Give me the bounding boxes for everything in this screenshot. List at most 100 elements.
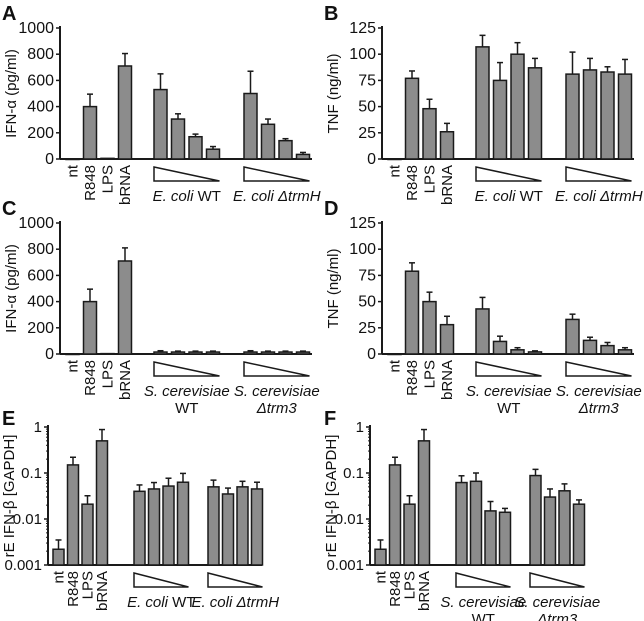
group-label-italic: E. coli [475,188,517,205]
y-tick-label: 1 [34,419,42,436]
bar [278,351,293,355]
y-tick-label: 0.1 [343,465,364,482]
panel-C: C 0 200 400 600 800 1000 IFN-α (pg/ml) nt R848 LPS… [2,198,320,417]
group-label-italic: E. coli ΔtrmH [233,188,321,205]
y-tick-label: 25 [358,125,376,142]
y-tick-label: 125 [349,215,376,232]
bar [100,352,115,355]
x-tick-label: nt [65,164,82,177]
group-label: E. coli ΔtrmH [191,594,279,611]
group-label-line2: Δtrm3 [536,611,578,621]
bar [260,351,276,355]
y-tick-label: 75 [358,72,376,89]
x-tick-label: bRNA [94,571,111,611]
group-label-line2: WT [472,611,495,621]
bar [475,308,490,355]
dose-triangle [565,361,632,377]
x-tick-label: bRNA [416,571,433,611]
group-label: E. coli ΔtrmH [555,188,643,205]
bar [162,485,175,566]
bar [617,349,633,355]
bar [565,73,580,160]
x-tick-label: R848 [404,165,421,201]
x-tick-label: LPS [422,165,439,193]
bar [484,510,497,566]
bar [582,69,598,160]
y-axis-label: TNF (ng/ml) [325,54,342,134]
bar [153,88,168,160]
y-axis-label: rE IFN-β [GAPDH] [323,435,340,558]
bar [250,488,264,566]
bar [95,440,109,566]
dose-triangle [133,572,189,588]
dose-triangle [243,361,310,377]
bar [417,440,431,566]
group-label: E. coli WT [153,188,221,205]
dose-triangle [455,572,511,588]
panel-label: A [2,3,16,25]
panel-E: E 0.001 0.01 0.1 1 rE IFN-β [GAPDH] ntR848LPSb… [1,408,279,611]
y-tick-label: 1000 [18,215,54,232]
x-tick-label: R848 [404,360,421,396]
bar [510,349,525,355]
y-tick-label: 800 [27,46,54,63]
y-tick-label: 50 [358,294,376,311]
x-tick-label: bRNA [117,360,134,400]
y-tick-label: 25 [358,320,376,337]
bar [439,323,455,355]
group-label-italic: S. cerevisiae [234,383,320,400]
bar [65,158,80,161]
bar [404,77,420,160]
panel-label: E [2,408,15,430]
bar [243,351,258,355]
x-tick-label: nt [387,164,404,177]
bar [243,92,258,160]
y-tick-label: 600 [27,267,54,284]
bar [82,300,98,355]
dose-triangle [207,572,263,588]
group-label-italic: E. coli ΔtrmH [555,188,643,205]
x-tick-label: nt [373,570,390,583]
y-tick-label: 0 [367,346,376,363]
group-label: S. cerevisiae [440,594,526,611]
bar [205,351,221,355]
y-tick-label: 100 [349,46,376,63]
y-tick-label: 125 [349,20,376,37]
dose-triangle [475,166,542,182]
bar [543,496,557,566]
y-axis-label: TNF (ng/ml) [325,249,342,329]
bar [52,548,65,566]
x-tick-label: LPS [80,571,97,599]
bar [529,474,542,566]
y-tick-label: 200 [27,125,54,142]
bar [403,503,416,566]
group-label: S. cerevisiae [556,383,642,400]
group-label-italic: S. cerevisiae [556,383,642,400]
y-tick-label: 50 [358,99,376,116]
group-label: S. cerevisiae [514,594,600,611]
dose-triangle [153,361,220,377]
dose-triangle [529,572,585,588]
y-tick-label: 1 [356,419,364,436]
group-label-italic: S. cerevisiae [466,383,552,400]
y-tick-label: 0.001 [4,557,42,574]
y-tick-label: 800 [27,241,54,258]
y-tick-label: 1000 [18,20,54,37]
bar [565,318,580,355]
group-label-italic: E. coli [127,594,169,611]
bar [170,118,186,160]
bar [492,79,508,160]
bar [66,464,80,566]
bar [527,67,543,160]
x-tick-label: LPS [100,360,117,388]
group-label: E. coli ΔtrmH [233,188,321,205]
x-tick-label: bRNA [439,165,456,205]
bar [236,486,249,566]
y-tick-label: 200 [27,320,54,337]
group-label-italic: S. cerevisiae [144,383,230,400]
x-tick-label: bRNA [117,165,134,205]
dose-triangle [243,166,310,182]
y-tick-label: 0 [45,151,54,168]
y-tick-label: 0.01 [335,511,364,528]
